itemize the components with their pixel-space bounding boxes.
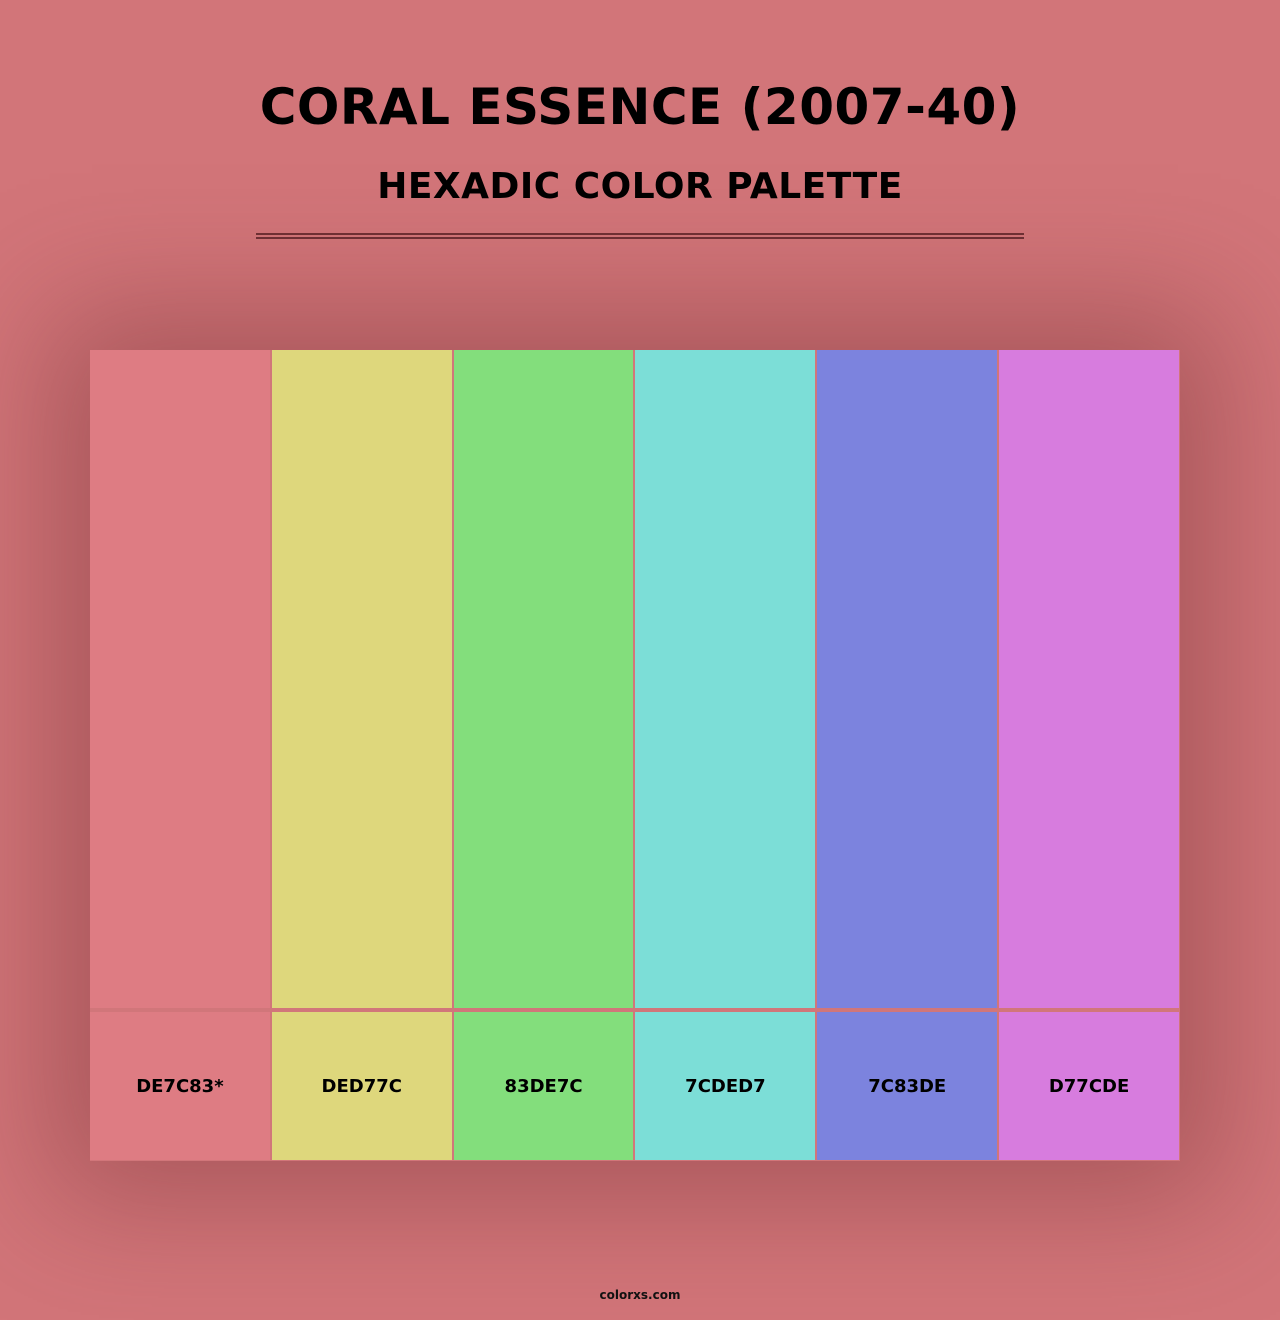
- divider-line-top: [256, 233, 1024, 235]
- palette-subtitle: HEXADIC COLOR PALETTE: [377, 166, 903, 207]
- color-swatch[interactable]: [453, 350, 634, 1008]
- color-column[interactable]: 7C83DE: [817, 350, 998, 1161]
- divider-line-bottom: [256, 237, 1024, 239]
- hex-label: 7CDED7: [635, 1012, 816, 1160]
- color-swatch[interactable]: [999, 350, 1179, 1008]
- color-palette: DE7C83* DED77C 83DE7C 7CDED7 7C83DE D77C…: [90, 350, 1180, 1161]
- hex-label: D77CDE: [999, 1012, 1179, 1160]
- color-swatch[interactable]: [90, 350, 270, 1008]
- hex-label: DE7C83*: [90, 1012, 270, 1160]
- color-column[interactable]: DED77C: [271, 350, 452, 1161]
- hex-label: 7C83DE: [817, 1012, 998, 1160]
- palette-title: CORAL ESSENCE (2007-40): [259, 78, 1021, 136]
- hex-label: DED77C: [271, 1012, 452, 1160]
- hex-label: 83DE7C: [453, 1012, 634, 1160]
- color-column[interactable]: DE7C83*: [90, 350, 270, 1161]
- color-column[interactable]: 83DE7C: [453, 350, 634, 1161]
- color-swatch[interactable]: [817, 350, 998, 1008]
- site-credit[interactable]: colorxs.com: [599, 1288, 681, 1302]
- color-column[interactable]: 7CDED7: [635, 350, 816, 1161]
- color-column[interactable]: D77CDE: [999, 350, 1179, 1161]
- color-swatch[interactable]: [635, 350, 816, 1008]
- color-swatch[interactable]: [271, 350, 452, 1008]
